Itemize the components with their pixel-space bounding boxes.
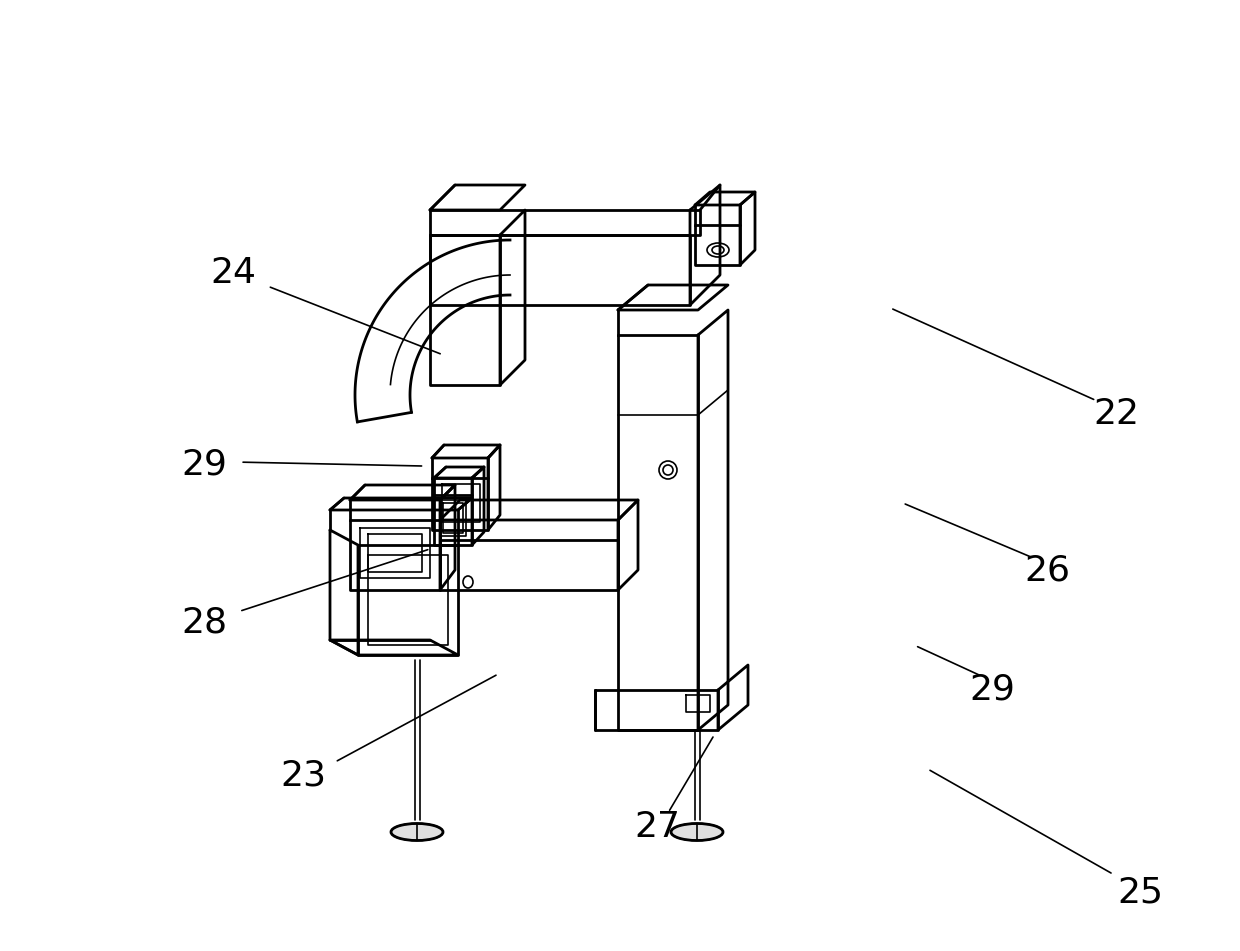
- Ellipse shape: [663, 465, 673, 475]
- Text: 29: 29: [182, 447, 227, 481]
- Text: 22: 22: [1092, 397, 1140, 431]
- Ellipse shape: [658, 461, 677, 479]
- Ellipse shape: [712, 246, 724, 254]
- Text: 27: 27: [634, 810, 681, 844]
- Text: 25: 25: [1117, 875, 1164, 909]
- Ellipse shape: [707, 243, 729, 257]
- Ellipse shape: [391, 824, 443, 841]
- Text: 24: 24: [210, 256, 257, 290]
- Text: 28: 28: [181, 606, 228, 640]
- Text: 29: 29: [970, 672, 1014, 707]
- Text: 23: 23: [280, 758, 327, 792]
- Text: 26: 26: [1024, 553, 1071, 588]
- Ellipse shape: [671, 824, 723, 841]
- Ellipse shape: [463, 576, 472, 588]
